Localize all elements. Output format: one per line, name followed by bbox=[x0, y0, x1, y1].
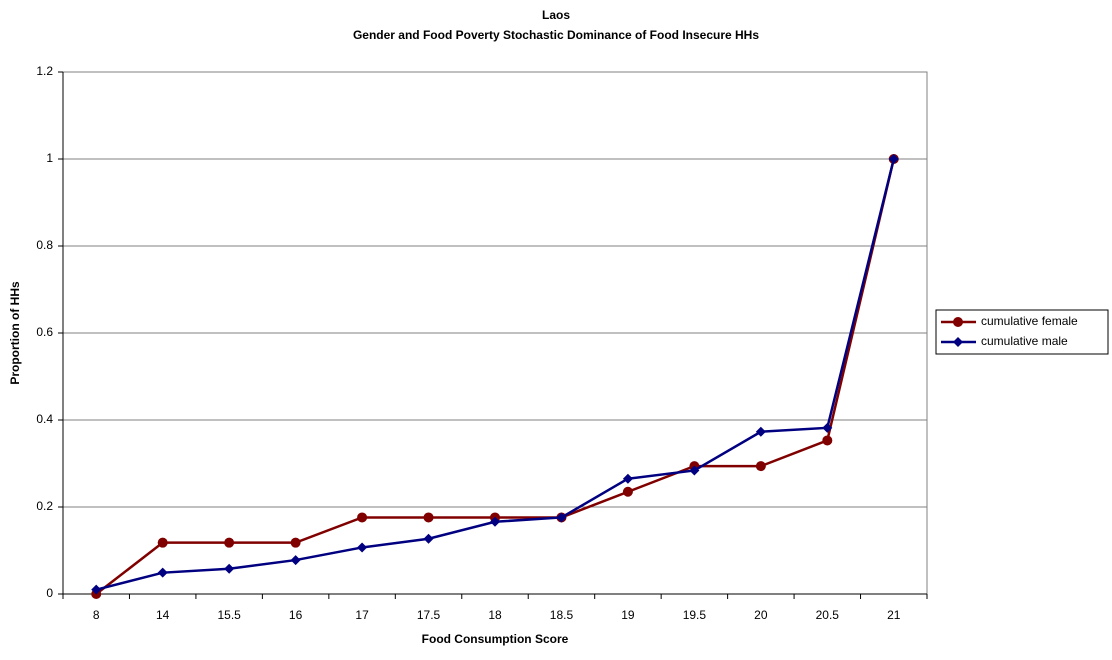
x-tick-label: 15.5 bbox=[217, 608, 241, 622]
x-tick-label: 14 bbox=[156, 608, 170, 622]
y-tick-label: 0.8 bbox=[36, 238, 53, 252]
x-tick-label: 17 bbox=[355, 608, 369, 622]
legend-box bbox=[935, 309, 1109, 355]
marker bbox=[490, 516, 500, 527]
x-tick-label: 19 bbox=[621, 608, 635, 622]
chart-title: Laos bbox=[542, 8, 570, 22]
marker bbox=[157, 567, 168, 578]
y-tick-label: 0.4 bbox=[36, 412, 53, 426]
y-tick-label: 1.2 bbox=[36, 64, 53, 78]
marker bbox=[357, 512, 368, 523]
marker bbox=[224, 537, 235, 548]
marker bbox=[755, 461, 766, 472]
marker bbox=[953, 317, 963, 327]
marker bbox=[423, 512, 434, 523]
series-line bbox=[95, 158, 895, 595]
marker bbox=[91, 584, 102, 595]
marker bbox=[689, 465, 700, 476]
marker bbox=[888, 154, 899, 164]
y-tick-label: 0 bbox=[46, 586, 53, 600]
x-axis-title: Food Consumption Score bbox=[422, 632, 569, 646]
marker bbox=[953, 337, 963, 347]
y-tick-label: 1 bbox=[46, 151, 53, 165]
x-tick-label: 16 bbox=[289, 608, 303, 622]
chart-subtitle: Gender and Food Poverty Stochastic Domin… bbox=[353, 28, 759, 42]
marker bbox=[357, 542, 368, 553]
legend-label: cumulative female bbox=[981, 314, 1078, 328]
x-tick-label: 17.5 bbox=[417, 608, 441, 622]
legend-label: cumulative male bbox=[981, 334, 1068, 348]
y-tick-label: 0.2 bbox=[36, 499, 53, 513]
marker bbox=[556, 512, 567, 523]
y-tick-label: 0.6 bbox=[36, 325, 53, 339]
marker bbox=[622, 486, 633, 497]
marker bbox=[423, 533, 434, 544]
x-tick-label: 19.5 bbox=[683, 608, 707, 622]
marker bbox=[157, 537, 168, 548]
x-tick-label: 8 bbox=[93, 608, 100, 622]
marker bbox=[822, 435, 833, 446]
marker bbox=[290, 555, 301, 566]
x-tick-label: 18.5 bbox=[550, 608, 574, 622]
marker bbox=[755, 426, 766, 437]
x-tick-label: 20 bbox=[754, 608, 768, 622]
y-axis-title: Proportion of HHs bbox=[8, 281, 22, 385]
marker bbox=[822, 422, 833, 433]
x-tick-label: 20.5 bbox=[816, 608, 840, 622]
x-tick-label: 21 bbox=[887, 608, 901, 622]
marker bbox=[622, 473, 633, 484]
marker bbox=[290, 537, 301, 548]
x-tick-label: 18 bbox=[488, 608, 502, 622]
marker bbox=[224, 563, 235, 574]
